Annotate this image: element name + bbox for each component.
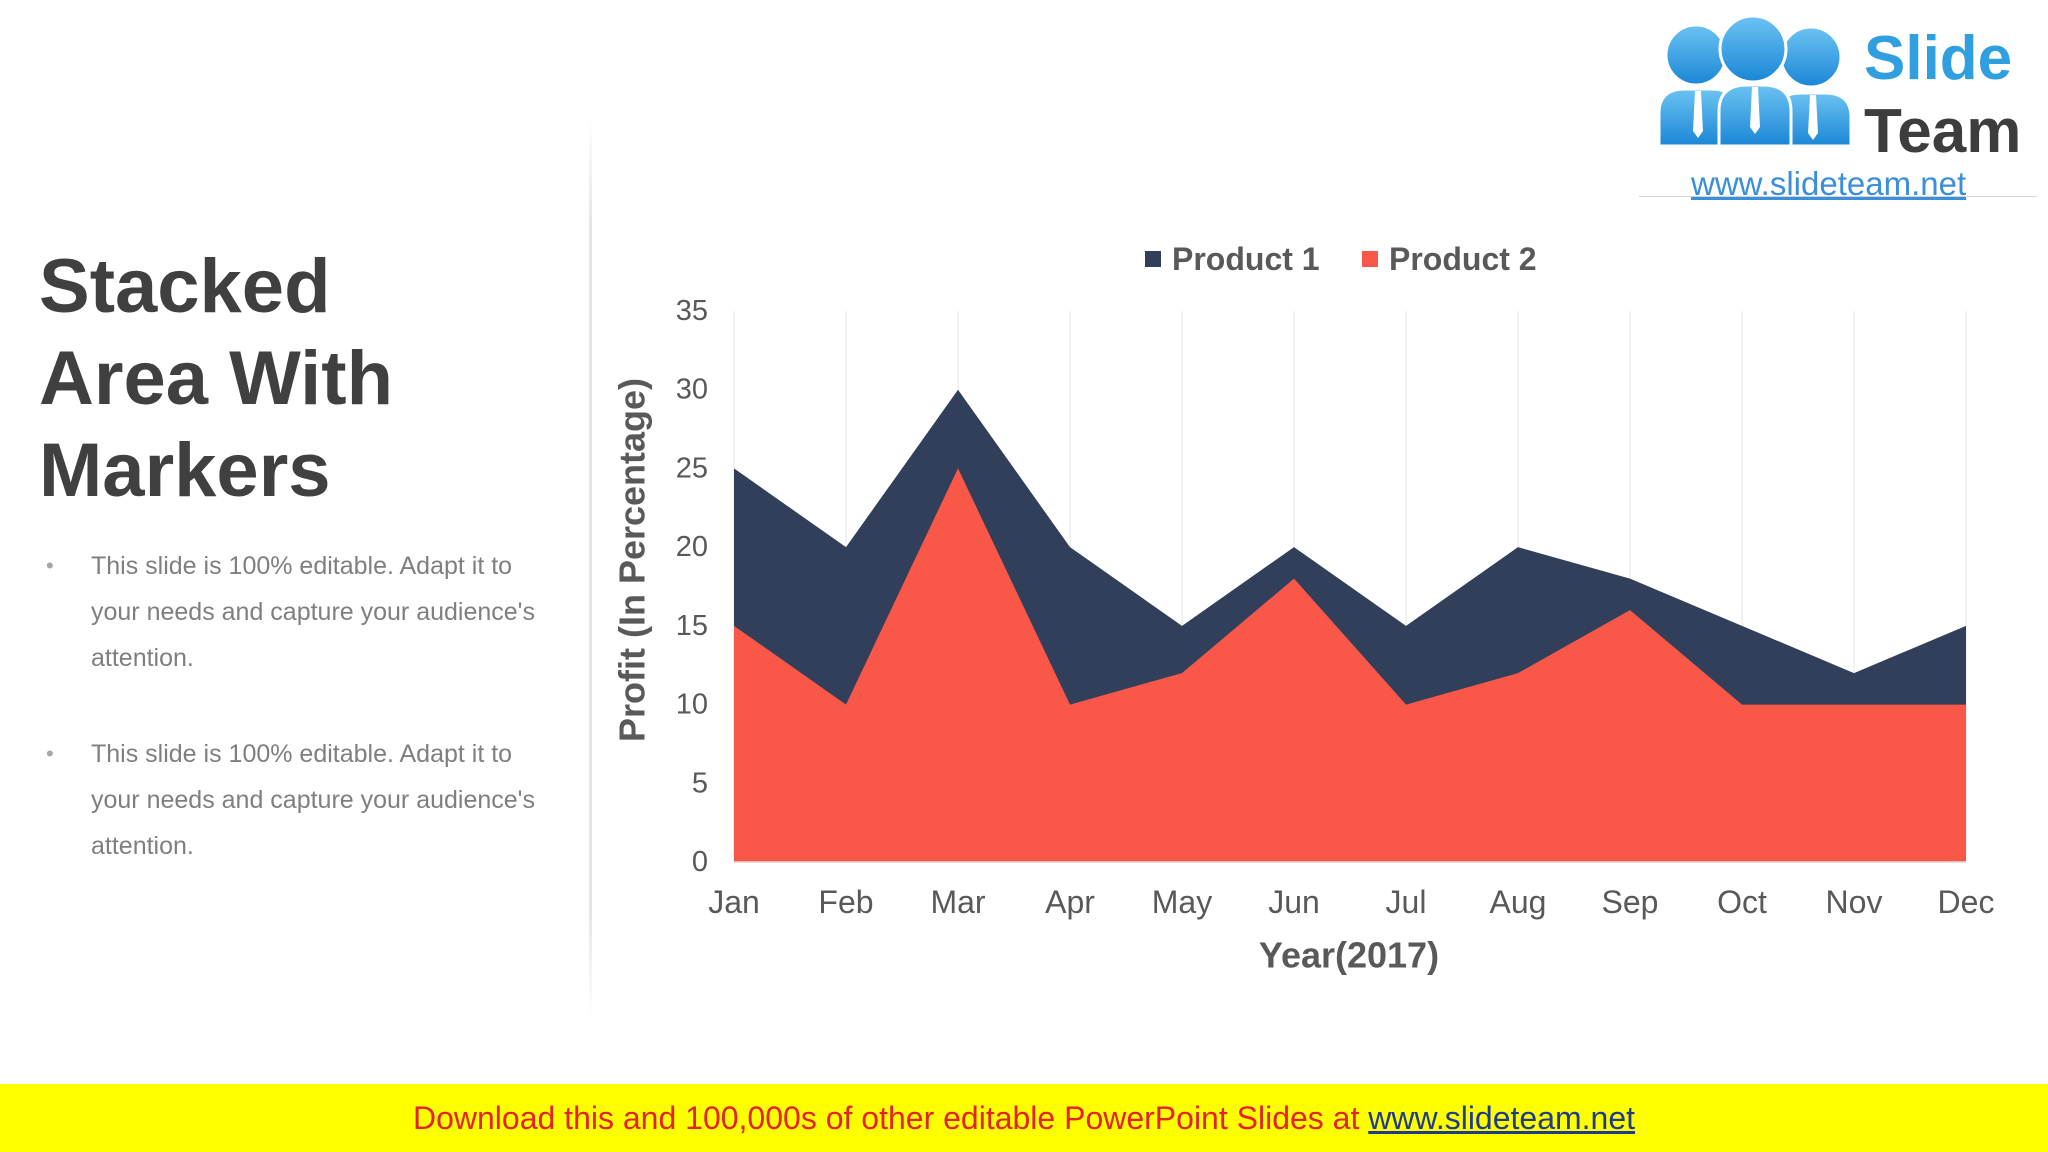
x-tick-label: Oct xyxy=(1717,884,1767,920)
logo-url-link[interactable]: www.slideteam.net xyxy=(1691,165,1967,202)
bullet-dot: • xyxy=(46,741,54,766)
legend-label: Product 2 xyxy=(1389,241,1537,277)
y-tick-label: 5 xyxy=(692,767,708,799)
y-tick-label: 20 xyxy=(676,531,708,563)
x-tick-label: Jul xyxy=(1386,884,1427,920)
y-axis-title: Profit (In Percentage) xyxy=(612,378,653,742)
banner-link[interactable]: www.slideteam.net xyxy=(1368,1100,1636,1136)
x-tick-label: Sep xyxy=(1602,884,1659,920)
banner-text: Download this and 100,000s of other edit… xyxy=(412,1100,1369,1136)
legend-label: Product 1 xyxy=(1172,241,1320,277)
x-tick-label: Nov xyxy=(1826,884,1883,920)
slideteam-logo[interactable]: Slide Team www.slideteam.net xyxy=(1639,0,2037,202)
people-group-icon xyxy=(1659,14,1851,146)
bullet-dot: • xyxy=(46,553,54,578)
y-tick-label: 0 xyxy=(692,846,708,878)
vertical-divider xyxy=(589,118,592,1018)
download-banner: Download this and 100,000s of other edit… xyxy=(0,1084,2048,1152)
x-tick-label: Dec xyxy=(1938,884,1995,920)
x-tick-label: Jan xyxy=(708,884,760,920)
x-tick-label: Aug xyxy=(1490,884,1547,920)
x-tick-label: Apr xyxy=(1045,884,1095,920)
chart-plot-area: 0 5 10 15 20 25 30 35 Jan Feb Mar Apr May Jun Jul Aug Se… xyxy=(676,295,1995,920)
y-tick-label: 15 xyxy=(676,610,708,642)
logo-word-team: Team xyxy=(1864,97,2022,166)
x-tick-label: May xyxy=(1152,884,1212,920)
y-tick-label: 25 xyxy=(676,452,708,484)
y-tick-label: 10 xyxy=(676,689,708,721)
x-tick-label: Feb xyxy=(818,884,873,920)
x-tick-label: Jun xyxy=(1268,884,1320,920)
legend-swatch-product-1 xyxy=(1145,251,1161,267)
slide-title: Stacked Area With Markers xyxy=(39,244,394,513)
y-tick-label: 35 xyxy=(676,295,708,327)
bullet-text: This slide is 100% editable. Adapt it to… xyxy=(91,740,535,860)
logo-word-slide: Slide xyxy=(1864,24,2013,93)
y-tick-label: 30 xyxy=(676,374,708,406)
bullet-text: This slide is 100% editable. Adapt it to… xyxy=(91,552,535,672)
stacked-area-chart: 0 5 10 15 20 25 30 35 Jan Feb Mar Apr May Jun Jul Aug Se… xyxy=(612,295,1995,976)
legend-swatch-product-2 xyxy=(1362,251,1378,267)
area-series-product-2 xyxy=(734,468,1966,862)
x-tick-label: Mar xyxy=(930,884,985,920)
x-axis-title: Year(2017) xyxy=(1259,935,1439,976)
